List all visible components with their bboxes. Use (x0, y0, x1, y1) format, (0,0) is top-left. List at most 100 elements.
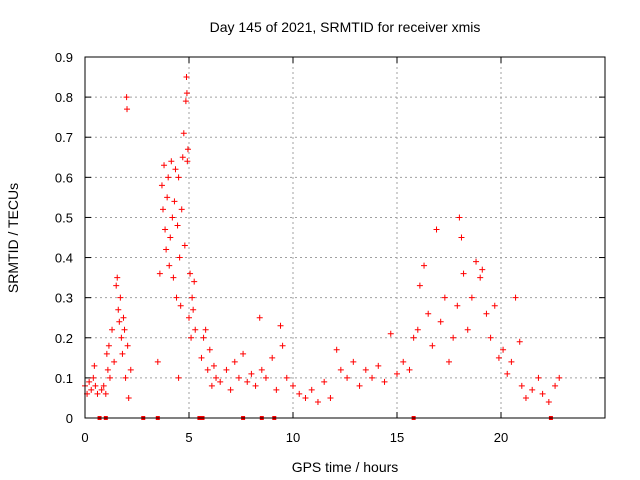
x-tick-label: 15 (390, 430, 404, 445)
y-tick-label: 0.4 (55, 251, 73, 266)
data-point (227, 386, 234, 393)
data-point (321, 378, 328, 385)
data-point (308, 386, 315, 393)
data-point (183, 90, 190, 97)
data-point (283, 374, 290, 381)
data-point (121, 326, 128, 333)
y-tick-label: 0.6 (55, 170, 73, 185)
axis-ticks: 0 0.1 0.2 0.3 0.4 0.5 0.6 0.7 0.8 0.9 0 5 10 15 20 (55, 50, 605, 445)
data-point (429, 342, 436, 349)
data-point (516, 338, 523, 345)
data-point (123, 94, 130, 101)
data-point (192, 326, 199, 333)
data-point (127, 366, 134, 373)
data-point (235, 374, 242, 381)
data-point (369, 374, 376, 381)
x-tick-label: 20 (494, 430, 508, 445)
x-tick-label: 10 (286, 430, 300, 445)
data-point (545, 398, 552, 405)
data-point (273, 386, 280, 393)
scatter-points (82, 74, 563, 405)
data-point (333, 346, 340, 353)
data-point (356, 382, 363, 389)
data-point (213, 374, 220, 381)
data-point (169, 214, 176, 221)
data-point (296, 390, 303, 397)
data-point (206, 346, 213, 353)
data-point (456, 214, 463, 221)
data-point (88, 386, 95, 393)
data-point (163, 246, 170, 253)
y-tick-label: 0.7 (55, 130, 73, 145)
data-point (258, 366, 265, 373)
data-point (491, 302, 498, 309)
data-point (504, 370, 511, 377)
data-point (167, 234, 174, 241)
data-point (535, 374, 542, 381)
y-axis-label: SRMTID / TECUs (5, 183, 21, 293)
data-point (104, 366, 111, 373)
data-point (98, 386, 105, 393)
data-point (302, 394, 309, 401)
data-point (202, 326, 209, 333)
data-point (223, 366, 230, 373)
data-point (410, 334, 417, 341)
data-point (180, 130, 187, 137)
data-point (217, 378, 224, 385)
data-point (252, 382, 259, 389)
data-point (172, 166, 179, 173)
data-point (522, 394, 529, 401)
data-point (165, 174, 172, 181)
data-point (120, 314, 127, 321)
data-point (200, 334, 207, 341)
data-point (183, 74, 190, 81)
y-tick-label: 0.5 (55, 210, 73, 225)
data-point (208, 382, 215, 389)
data-point (179, 154, 186, 161)
data-point (161, 162, 168, 169)
data-point (387, 330, 394, 337)
data-point (118, 334, 125, 341)
data-point (479, 266, 486, 273)
data-point (421, 262, 428, 269)
data-point (124, 106, 131, 113)
data-point (454, 302, 461, 309)
data-point (487, 334, 494, 341)
data-point (518, 382, 525, 389)
data-point (115, 306, 122, 313)
data-point (256, 314, 263, 321)
y-tick-label: 0.1 (55, 371, 73, 386)
data-point (394, 370, 400, 377)
data-point (231, 358, 238, 365)
data-point (344, 374, 351, 381)
y-tick-label: 0.3 (55, 291, 73, 306)
data-point (181, 242, 188, 249)
x-tick-label: 0 (81, 430, 88, 445)
data-point (117, 294, 124, 301)
data-point (433, 226, 440, 233)
data-point (248, 370, 255, 377)
data-point (529, 386, 536, 393)
data-point (539, 390, 546, 397)
data-point (188, 334, 195, 341)
y-tick-label: 0.9 (55, 50, 73, 65)
data-point (190, 306, 197, 313)
chart-title: Day 145 of 2021, SRMTID for receiver xmi… (210, 19, 481, 35)
data-point (446, 358, 452, 365)
data-point (495, 354, 502, 361)
data-point (166, 262, 173, 269)
data-point (244, 378, 251, 385)
data-point (102, 390, 109, 397)
data-point (103, 350, 110, 357)
plot-frame (84, 56, 606, 419)
data-point (100, 382, 107, 389)
data-point (464, 326, 471, 333)
data-point (158, 182, 165, 189)
data-point (416, 282, 423, 289)
data-point (556, 374, 563, 381)
data-point (164, 194, 171, 201)
data-point (111, 358, 118, 365)
data-point (182, 98, 189, 105)
data-point (512, 294, 519, 301)
